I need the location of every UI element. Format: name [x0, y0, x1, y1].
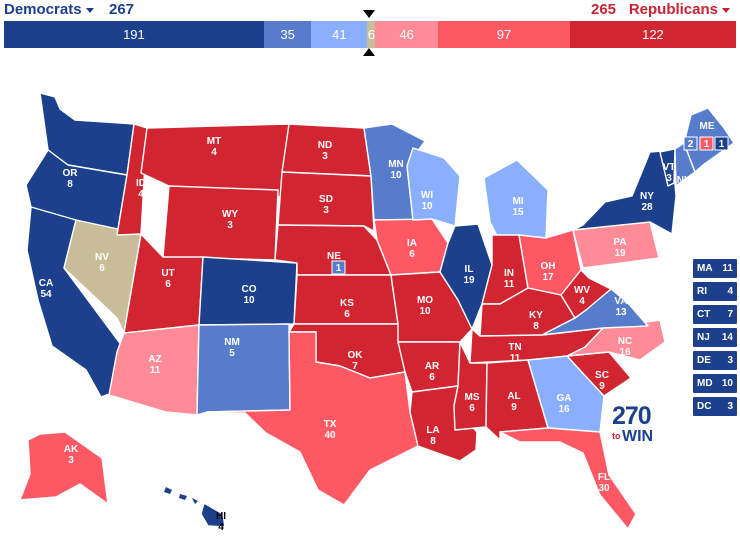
state-wy[interactable]	[162, 185, 279, 261]
small-state-abbr: MA	[697, 263, 713, 274]
state-id[interactable]	[116, 123, 148, 236]
state-sd[interactable]	[277, 171, 375, 232]
state-ga[interactable]	[527, 355, 605, 433]
270towin-logo: 270 to WIN	[612, 404, 672, 454]
state-label-wa: WA	[82, 102, 98, 113]
democrats-total: 267	[109, 1, 135, 18]
small-state-abbr: MD	[697, 378, 713, 389]
small-state-abbr: RI	[697, 286, 707, 297]
state-vt[interactable]	[659, 148, 676, 187]
bar-segment-tossup[interactable]: 6	[367, 21, 376, 48]
state-ms[interactable]	[453, 341, 488, 431]
logo-win: WIN	[622, 428, 654, 445]
state-mi[interactable]	[483, 159, 549, 243]
bar-segment-value: 6	[367, 27, 375, 42]
small-state-votes: 14	[721, 332, 733, 343]
bar-segment-safe-d[interactable]: 191	[4, 21, 264, 48]
state-ks[interactable]	[293, 274, 399, 325]
district-box-me[interactable]	[699, 136, 714, 151]
midpoint-marker-top-icon	[363, 10, 375, 18]
small-state-ri[interactable]: RI 4	[693, 282, 737, 301]
state-ak[interactable]	[19, 431, 109, 505]
bar-segment-value: 122	[642, 27, 664, 42]
small-state-de[interactable]: DE 3	[693, 351, 737, 370]
bar-segment-safe-r[interactable]: 122	[569, 21, 736, 48]
bar-segment-value: 191	[123, 27, 145, 42]
small-state-votes: 10	[721, 378, 733, 389]
state-ar[interactable]	[397, 341, 461, 393]
header: Democrats 267 265 Republicans	[0, 0, 740, 20]
small-state-abbr: CT	[697, 309, 711, 320]
state-votes-nh: 4	[681, 186, 687, 197]
republicans-dropdown[interactable]: Republicans	[629, 1, 730, 18]
caret-down-icon	[85, 7, 94, 13]
small-state-votes: 3	[727, 401, 733, 412]
small-state-nj[interactable]: NJ 14	[693, 328, 737, 347]
hawaii-island[interactable]	[164, 487, 172, 494]
democrats-dropdown[interactable]: Democrats	[4, 1, 94, 18]
bar-segment-value: 35	[280, 27, 295, 42]
small-state-md[interactable]: MD 10	[693, 374, 737, 393]
republicans-label: Republicans	[628, 1, 718, 18]
hawaii-island[interactable]	[192, 498, 198, 504]
district-box-me[interactable]	[683, 136, 698, 151]
district-box-me[interactable]	[714, 136, 729, 151]
republicans-total: 265	[591, 1, 617, 18]
small-state-abbr: NJ	[697, 332, 710, 343]
hawaii-island[interactable]	[179, 494, 187, 500]
bar-segment-value: 97	[496, 27, 512, 42]
logo-to: to	[612, 431, 621, 441]
state-nc[interactable]	[566, 319, 666, 361]
state-mt[interactable]	[140, 123, 290, 198]
caret-down-icon	[722, 7, 730, 13]
state-co[interactable]	[198, 256, 298, 326]
small-states-list: MA 11 RI 4 CT 7 NJ 14 DE 3 MD 10 DC 3	[693, 259, 737, 420]
state-az[interactable]	[108, 324, 200, 416]
state-ny[interactable]	[572, 149, 677, 235]
small-state-votes: 3	[727, 355, 733, 366]
democrats-label: Democrats	[4, 1, 82, 18]
midpoint-marker-bottom-icon	[363, 48, 375, 56]
state-nd[interactable]	[281, 123, 372, 177]
bar-segment-likely-d[interactable]: 35	[263, 21, 312, 48]
small-state-ma[interactable]: MA 11	[693, 259, 737, 278]
state-nm[interactable]	[196, 323, 291, 416]
electoral-vote-bar: 191 35 41 6 46 97 122	[4, 21, 736, 48]
district-box-ne[interactable]	[331, 260, 346, 275]
logo-number: 270	[612, 402, 652, 430]
bar-segment-lean-d[interactable]: 41	[311, 21, 368, 48]
state-hi[interactable]	[200, 502, 226, 528]
state-fl[interactable]	[499, 427, 637, 530]
small-state-abbr: DC	[697, 401, 712, 412]
bar-segment-value: 41	[332, 27, 347, 42]
state-tx[interactable]	[206, 331, 419, 506]
us-electoral-map: WA12OR8CA54NV6ID4MT4WY3UT6AZ11CO10NM5ND3…	[19, 92, 735, 533]
small-state-votes: 4	[727, 286, 733, 297]
small-state-votes: 7	[727, 309, 733, 320]
small-state-abbr: DE	[697, 355, 711, 366]
small-state-ct[interactable]: CT 7	[693, 305, 737, 324]
small-state-dc[interactable]: DC 3	[693, 397, 737, 416]
bar-segment-lean-r[interactable]: 46	[375, 21, 438, 48]
state-wi[interactable]	[406, 147, 461, 227]
small-state-votes: 11	[722, 263, 733, 274]
state-wv[interactable]	[560, 269, 612, 319]
bar-segment-value: 46	[399, 27, 414, 42]
bar-segment-likely-r[interactable]: 97	[437, 21, 570, 48]
